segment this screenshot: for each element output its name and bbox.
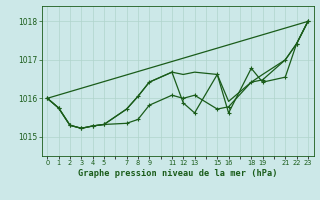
X-axis label: Graphe pression niveau de la mer (hPa): Graphe pression niveau de la mer (hPa) [78,169,277,178]
